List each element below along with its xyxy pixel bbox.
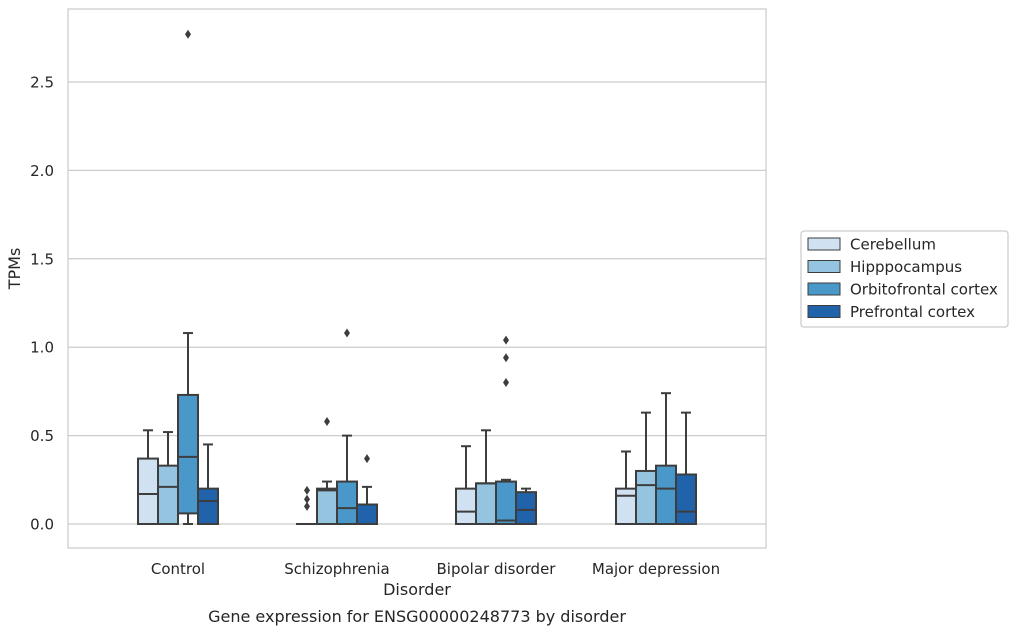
x-tick-label: Schizophrenia [284, 560, 389, 578]
legend-label: Prefrontal cortex [850, 303, 975, 321]
outlier-point [344, 328, 350, 338]
box-iqr [197, 487, 219, 526]
box-prefrontal-cortex [197, 443, 219, 526]
x-tick-label: Control [151, 560, 205, 578]
box-iqr [475, 482, 497, 525]
outlier-point [503, 335, 509, 345]
outlier-point [304, 485, 310, 495]
y-tick-label: 2.0 [30, 162, 54, 180]
x-tick-label: Bipolar disorder [437, 560, 557, 578]
outlier-point [503, 353, 509, 363]
y-tick-label: 2.5 [30, 74, 54, 92]
outlier-point [503, 378, 509, 388]
box-cerebellum [615, 450, 637, 526]
box-iqr [495, 480, 517, 525]
box-cerebellum [137, 429, 159, 526]
box-iqr [455, 487, 477, 526]
legend-swatch [807, 305, 841, 318]
box-orbitofrontal-cortex [495, 335, 517, 525]
outlier-point [364, 454, 370, 464]
box-orbitofrontal-cortex [336, 328, 358, 525]
x-tick-label: Major depression [592, 560, 720, 578]
outlier-point [185, 29, 191, 39]
gridlines [68, 81, 766, 525]
outlier-point [324, 416, 330, 426]
legend-frame [800, 230, 1009, 328]
y-tick-label: 0.5 [30, 427, 54, 445]
box-hipppocampus [316, 416, 338, 526]
box-iqr [157, 464, 179, 526]
box-iqr [316, 487, 338, 526]
outlier-point [304, 494, 310, 504]
y-tick-label: 1.5 [30, 250, 54, 268]
box-iqr [635, 469, 657, 525]
y-axis-label: TPMs [5, 248, 24, 291]
y-axis-ticks: 0.0 0.5 1.0 1.5 2.0 2.5 [30, 74, 54, 534]
legend-swatch [807, 282, 841, 296]
box-iqr [137, 457, 159, 526]
legend-label: Hipppocampus [850, 258, 962, 276]
box-prefrontal-cortex [356, 454, 378, 526]
box-series [137, 29, 697, 526]
box-cerebellum [455, 445, 477, 526]
box-iqr [336, 480, 358, 525]
box-prefrontal-cortex [515, 487, 537, 525]
y-tick-label: 0.0 [30, 516, 54, 534]
box-iqr [675, 473, 697, 526]
box-hipppocampus [475, 429, 497, 525]
box-hipppocampus [635, 411, 657, 525]
box-prefrontal-cortex [675, 411, 697, 526]
legend-swatch [807, 237, 841, 251]
box-hipppocampus [157, 431, 179, 526]
legend-label: Cerebellum [850, 236, 936, 254]
legend-label: Orbitofrontal cortex [850, 281, 998, 299]
outlier-point [304, 501, 310, 511]
legend: Cerebellum Hipppocampus Orbitofrontal cort… [800, 230, 1009, 328]
box-orbitofrontal-cortex [655, 392, 677, 526]
chart-caption: Gene expression for ENSG00000248773 by d… [208, 607, 626, 626]
box-iqr [356, 503, 378, 526]
box-iqr [615, 487, 637, 526]
y-tick-label: 1.0 [30, 339, 54, 357]
legend-swatch [807, 260, 841, 273]
box-cerebellum [296, 485, 318, 526]
box-iqr [177, 393, 199, 515]
box-orbitofrontal-cortex [177, 29, 199, 525]
plot-frame [67, 8, 767, 549]
x-axis-label: Disorder [383, 580, 451, 599]
box-iqr [515, 491, 537, 525]
x-axis-ticks: Control Schizophrenia Bipolar disorder Majo… [151, 560, 720, 578]
box-iqr [655, 464, 677, 526]
